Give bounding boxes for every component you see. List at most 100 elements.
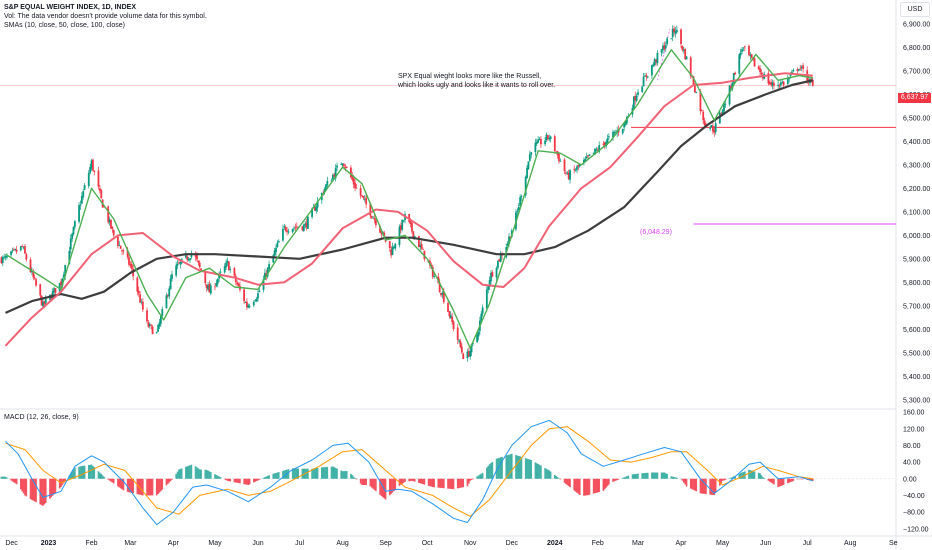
candle-body — [54, 288, 57, 293]
candle-body — [760, 72, 763, 75]
macd-histogram-bar — [277, 472, 280, 479]
macd-histogram-bar — [196, 467, 198, 479]
candle-body — [530, 152, 533, 155]
candle-body — [777, 84, 780, 86]
candle-body — [373, 217, 376, 220]
candle-body — [64, 265, 67, 277]
candle-body — [245, 301, 248, 308]
macd-histogram-bar — [701, 478, 703, 494]
sma10-line — [5, 49, 813, 349]
candle-body — [352, 178, 355, 185]
macd-histogram-bar — [535, 463, 538, 479]
macd-histogram-bar — [370, 478, 373, 488]
candle-body — [175, 265, 178, 276]
time-tick-label: Jun — [252, 540, 263, 547]
candle-body — [372, 217, 375, 219]
candle-body — [623, 123, 626, 128]
candle-body — [219, 271, 222, 273]
macd-histogram-bar — [301, 468, 304, 479]
time-tick-label: Apr — [168, 540, 180, 547]
macd-histogram-bar — [789, 478, 792, 483]
candle-body — [305, 222, 308, 228]
macd-histogram-bar — [602, 478, 605, 491]
candle-body — [663, 45, 666, 50]
macd-histogram-bar — [680, 478, 682, 480]
candle-body — [243, 289, 246, 302]
macd-histogram-bar — [404, 478, 406, 482]
macd-histogram-bar — [132, 478, 134, 494]
candle-body — [490, 272, 492, 282]
candle-body — [179, 262, 182, 265]
candle-body — [680, 29, 682, 45]
macd-histogram-bar — [394, 478, 397, 490]
annotation-note[interactable]: SPX Equal wieght looks more like the Rus… — [398, 72, 555, 90]
candle-body — [351, 175, 354, 180]
macd-tick-label: 80.00 — [903, 443, 921, 450]
macd-histogram-bar — [771, 478, 774, 484]
macd-histogram-bar — [169, 478, 172, 482]
macd-histogram-bar — [291, 468, 294, 479]
macd-histogram-bar — [642, 473, 645, 479]
candle-body — [0, 257, 3, 264]
macd-histogram-bar — [157, 478, 159, 494]
candle-body — [137, 290, 140, 294]
macd-histogram-bar — [89, 464, 91, 479]
candle-body — [603, 142, 606, 146]
macd-histogram-bar — [508, 454, 510, 479]
macd-histogram-bar — [584, 478, 587, 496]
macd-histogram-bar — [90, 464, 93, 479]
macd-histogram-bar — [282, 470, 284, 479]
macd-histogram-bar — [728, 478, 731, 479]
candle-body — [712, 126, 714, 132]
macd-histogram-bar — [623, 477, 625, 479]
candle-body — [331, 174, 334, 180]
candle-body — [578, 164, 581, 167]
candle-body — [467, 351, 470, 357]
candle-body — [326, 181, 329, 186]
macd-histogram-bar — [262, 477, 265, 479]
candle-body — [685, 56, 688, 60]
macd-histogram-bar — [78, 466, 80, 479]
macd-histogram-bar — [219, 477, 222, 479]
macd-histogram-bar — [429, 478, 431, 487]
candle-body — [641, 86, 644, 92]
macd-histogram-bar — [709, 478, 711, 495]
time-tick-label: Dec — [5, 540, 18, 547]
macd-histogram-bar — [595, 478, 598, 493]
candle-body — [136, 277, 139, 292]
candle-body — [596, 149, 599, 151]
candle-body — [634, 95, 637, 101]
candle-body — [642, 76, 645, 87]
candle-body — [462, 353, 465, 360]
macd-histogram-bar — [140, 478, 143, 496]
macd-histogram-bar — [151, 478, 154, 496]
macd-histogram-bar — [553, 474, 556, 479]
candle-body — [710, 125, 713, 128]
macd-histogram-bar — [6, 477, 8, 479]
macd-histogram-bar — [150, 478, 152, 496]
candle-body — [43, 301, 46, 305]
candle-body — [29, 259, 32, 273]
sma-legend[interactable]: SMAs (10, close, 50, close, 100, close) — [4, 22, 125, 29]
macd-legend[interactable]: MACD (12, 26, close, 9) — [4, 414, 79, 421]
candle-body — [159, 316, 162, 324]
macd-histogram-bar — [710, 478, 713, 495]
candle-body — [255, 298, 258, 302]
price-tick-label: 5,500.00 — [903, 350, 930, 357]
candle-body — [89, 166, 92, 173]
candle-body — [107, 206, 110, 223]
currency-button[interactable]: USD — [900, 2, 930, 17]
macd-histogram-bar — [598, 478, 600, 493]
macd-histogram-bar — [189, 465, 191, 479]
candle-body — [15, 249, 18, 252]
macd-histogram-bar — [126, 478, 129, 492]
macd-histogram-bar — [762, 477, 764, 479]
macd-histogram-bar — [811, 478, 814, 481]
macd-histogram-bar — [176, 471, 179, 479]
candle-body — [768, 82, 771, 85]
candle-body — [749, 54, 752, 56]
macd-histogram-bar — [355, 478, 358, 480]
candle-body — [750, 54, 753, 58]
macd-histogram-bar — [100, 473, 103, 479]
candle-body — [742, 47, 745, 49]
